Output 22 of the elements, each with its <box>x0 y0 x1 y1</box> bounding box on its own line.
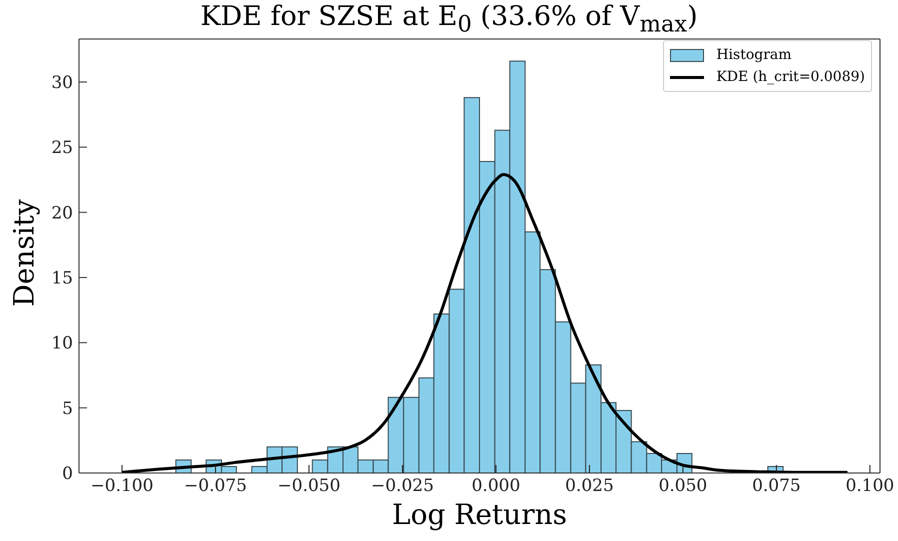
x-tick-label: 0.050 <box>658 476 708 496</box>
x-tick-label: −0.025 <box>371 476 434 496</box>
x-tick-label: 0.025 <box>565 476 614 496</box>
legend-label: KDE (h_crit=0.0089) <box>716 69 865 85</box>
y-tick-label: 0 <box>62 464 73 484</box>
legend-label: Histogram <box>716 47 792 63</box>
y-tick-label: 30 <box>51 73 73 94</box>
x-tick-label: −0.075 <box>184 476 247 496</box>
x-tick-label: 0.100 <box>846 476 894 496</box>
x-axis-title: Log Returns <box>391 498 568 531</box>
line-series <box>120 173 849 473</box>
y-tick-label: 20 <box>51 203 73 224</box>
chart-title: KDE for SZSE at E$_{0}$ (33.6% of V$_{max}$) <box>199 0 699 40</box>
y-tick-label: 5 <box>62 398 73 419</box>
x-tick-label: 0.075 <box>752 476 801 496</box>
y-tick-label: 25 <box>51 138 73 158</box>
y-tick-label: 10 <box>51 334 73 354</box>
y-axis-title: Density <box>8 199 40 307</box>
x-tick-label: −0.100 <box>90 476 154 496</box>
x-tick-label: −0.050 <box>278 476 340 496</box>
x-tick-label: 0.000 <box>472 476 520 496</box>
y-tick-label: 15 <box>51 268 73 289</box>
